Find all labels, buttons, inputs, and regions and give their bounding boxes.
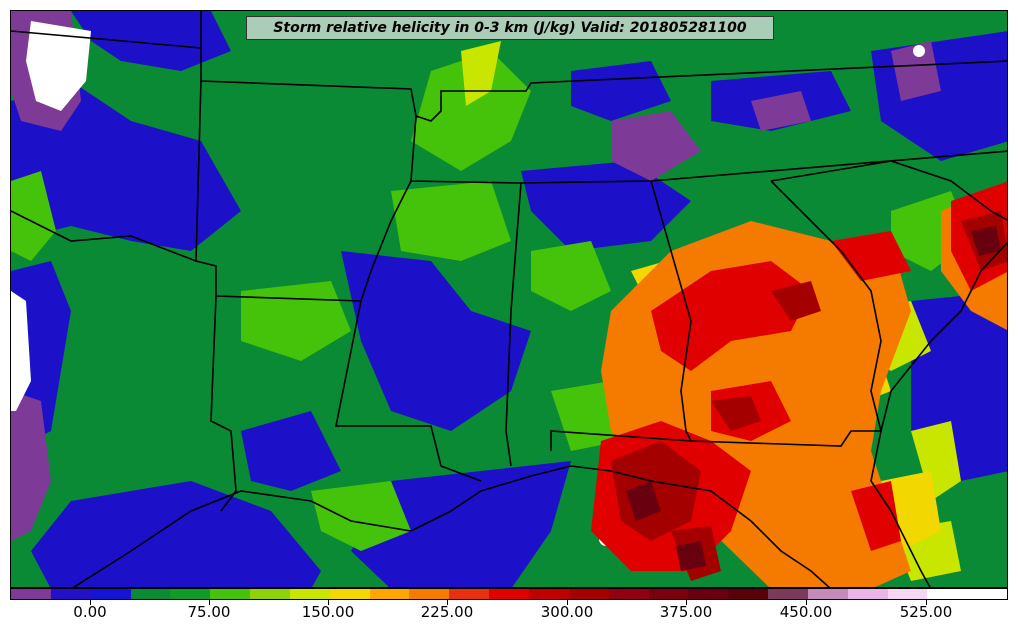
colorbar-tick-label: 150.00 xyxy=(301,603,355,621)
colorbar-segment xyxy=(967,589,1007,599)
colorbar-segment xyxy=(409,589,450,599)
maroon-regions xyxy=(626,226,1001,571)
colorbar-tick-label: 75.00 xyxy=(187,603,231,621)
colorbar-segment xyxy=(807,589,848,599)
colorbar xyxy=(10,588,1008,600)
colorbar-tick-label: 450.00 xyxy=(779,603,833,621)
colorbar-segment xyxy=(50,589,91,599)
colorbar-segment xyxy=(648,589,689,599)
colorbar-segment xyxy=(927,589,968,599)
colorbar-segment xyxy=(728,589,769,599)
colorbar-segment xyxy=(449,589,490,599)
colorbar-segment xyxy=(847,589,888,599)
colorbar-segment xyxy=(688,589,729,599)
colorbar-segment xyxy=(289,589,330,599)
colorbar-segment xyxy=(329,589,370,599)
colorbar-tick-label: 225.00 xyxy=(420,603,474,621)
colorbar-segment xyxy=(489,589,529,599)
colorbar-segment xyxy=(528,589,569,599)
colorbar-tick xyxy=(567,600,568,605)
colorbar-tick xyxy=(209,600,210,605)
colorbar-segment xyxy=(11,589,51,599)
colorbar-tick-label: 375.00 xyxy=(659,603,713,621)
colorbar-tick-label: 0.00 xyxy=(73,603,107,621)
map-title: Storm relative helicity in 0-3 km (J/kg)… xyxy=(246,16,774,40)
map-field xyxy=(11,11,1007,587)
colorbar-segment xyxy=(90,589,131,599)
colorbar-labels: 0.00 75.00 150.00 225.00 300.00 375.00 450.00 5… xyxy=(10,600,1008,630)
colorbar-tick xyxy=(926,600,927,605)
colorbar-segment xyxy=(369,589,410,599)
colorbar-tick xyxy=(686,600,687,605)
colorbar-tick xyxy=(328,600,329,605)
colorbar-segment xyxy=(887,589,928,599)
helicity-map xyxy=(10,10,1008,588)
colorbar-tick-label: 300.00 xyxy=(540,603,594,621)
green-regions xyxy=(11,51,971,551)
colorbar-tick xyxy=(90,600,91,605)
colorbar-segment xyxy=(130,589,171,599)
boundary-lines xyxy=(11,11,1007,587)
colorbar-segment xyxy=(768,589,808,599)
colorbar-tick xyxy=(806,600,807,605)
colorbar-segment xyxy=(210,589,251,599)
colorbar-segment xyxy=(608,589,649,599)
colorbar-tick xyxy=(447,600,448,605)
colorbar-segment xyxy=(170,589,211,599)
colorbar-tick-label: 525.00 xyxy=(899,603,953,621)
colorbar-segment xyxy=(250,589,290,599)
colorbar-segment xyxy=(568,589,609,599)
